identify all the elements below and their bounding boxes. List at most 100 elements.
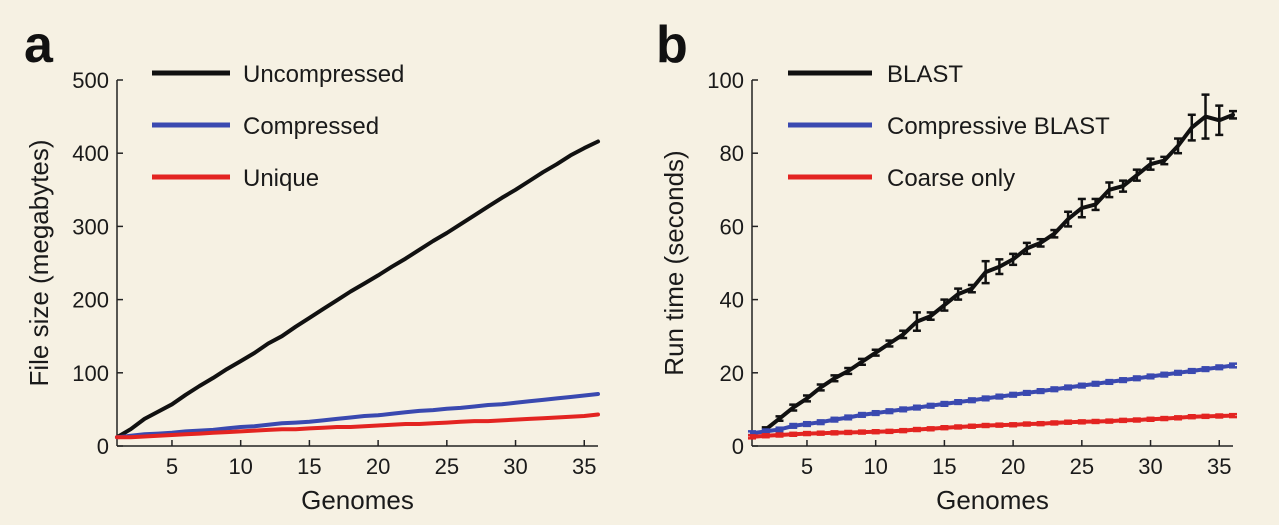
error-bar <box>871 409 880 417</box>
error-bar <box>1146 373 1155 380</box>
error-bar <box>1022 421 1031 427</box>
x-axis-label: Genomes <box>301 485 414 515</box>
error-bar <box>940 298 949 312</box>
error-bar <box>1091 380 1100 387</box>
error-bar <box>1009 422 1018 428</box>
error-bar <box>1050 420 1059 426</box>
error-bar <box>1022 389 1031 397</box>
error-bar <box>830 430 839 436</box>
error-bar <box>954 424 963 430</box>
x-tick-label: 10 <box>228 454 252 479</box>
error-bar <box>1187 367 1196 375</box>
error-bar <box>830 416 839 423</box>
error-bar <box>1174 415 1183 421</box>
error-bar <box>912 426 921 433</box>
x-tick-label: 15 <box>297 454 321 479</box>
error-bar <box>1229 412 1237 419</box>
error-bar <box>816 419 825 426</box>
y-tick-label: 20 <box>720 361 744 386</box>
error-bar <box>1160 415 1169 422</box>
y-tick-label: 100 <box>707 68 744 93</box>
y-tick-label: 300 <box>72 214 109 239</box>
error-bar <box>1201 413 1210 420</box>
series-compressed <box>115 392 600 440</box>
error-bar <box>940 424 949 431</box>
error-bar <box>1174 137 1183 155</box>
error-bar <box>981 259 990 285</box>
panel-a: a 0 100 200 300 400 500 5 10 15 20 25 30 35 Genomes Fil… <box>24 16 600 515</box>
error-bar <box>899 406 908 413</box>
error-bar <box>1187 414 1196 420</box>
y-axis-label: File size (megabytes) <box>24 139 54 386</box>
error-bar <box>1050 228 1059 239</box>
error-bar <box>789 422 798 429</box>
series-line <box>115 392 600 440</box>
x-axis-label: Genomes <box>936 485 1049 515</box>
error-bar <box>912 404 921 411</box>
error-bar <box>748 434 756 440</box>
error-bar <box>995 422 1004 428</box>
y-tick-label: 100 <box>72 361 109 386</box>
series-uncompressed <box>115 139 600 440</box>
error-bar <box>912 311 921 332</box>
panel-letter: b <box>656 16 688 74</box>
error-bar <box>1091 197 1100 212</box>
error-bar <box>1146 157 1155 171</box>
error-bar <box>1215 364 1224 371</box>
series-line <box>750 363 1235 436</box>
error-bar <box>1174 369 1183 376</box>
error-bar <box>1050 386 1059 393</box>
y-axis-label: Run time (seconds) <box>659 150 689 375</box>
panel-letter: a <box>24 16 54 74</box>
error-bar <box>1132 168 1141 182</box>
series-coarse-only <box>748 412 1237 440</box>
error-bar <box>1160 371 1169 378</box>
error-bar <box>926 311 935 321</box>
error-bar <box>1132 417 1141 423</box>
error-bar <box>802 430 811 437</box>
error-bar <box>1119 179 1128 193</box>
error-bar <box>802 420 811 428</box>
error-bar <box>954 287 963 301</box>
error-bar <box>1201 93 1210 140</box>
error-bar <box>789 431 798 438</box>
legend-label: Compressed <box>243 113 379 140</box>
error-bar <box>1036 237 1045 248</box>
error-bar <box>1229 362 1237 369</box>
error-bar <box>1036 388 1045 395</box>
error-bar <box>981 395 990 402</box>
error-bar <box>1091 418 1100 425</box>
error-bar <box>830 374 839 383</box>
error-bar <box>1119 417 1128 424</box>
legend-label: Coarse only <box>887 165 1015 192</box>
error-bar <box>761 433 770 439</box>
error-bar <box>885 339 894 348</box>
error-bar <box>871 348 880 357</box>
error-bar <box>967 283 976 294</box>
x-tick-label: 30 <box>503 454 527 479</box>
error-bar <box>802 394 811 403</box>
error-bar <box>789 403 798 412</box>
error-bar <box>775 432 784 438</box>
error-bar <box>857 357 866 366</box>
error-bar <box>967 397 976 404</box>
error-bar <box>899 427 908 434</box>
y-tick-label: 0 <box>732 434 744 459</box>
error-bar <box>1022 241 1031 256</box>
error-bar <box>1229 109 1237 120</box>
legend-label: BLAST <box>887 61 963 88</box>
series-compressive-blast <box>748 362 1237 437</box>
error-bar <box>1201 366 1210 373</box>
series-line <box>750 413 1235 439</box>
error-bar <box>1009 391 1018 398</box>
error-bar <box>981 422 990 429</box>
x-tick-label: 20 <box>366 454 390 479</box>
y-tick-label: 200 <box>72 288 109 313</box>
error-bar <box>1036 420 1045 427</box>
error-bar <box>816 383 825 392</box>
error-bar <box>1119 377 1128 384</box>
error-bar <box>1215 413 1224 419</box>
error-bar <box>816 430 825 436</box>
error-bar <box>967 423 976 429</box>
